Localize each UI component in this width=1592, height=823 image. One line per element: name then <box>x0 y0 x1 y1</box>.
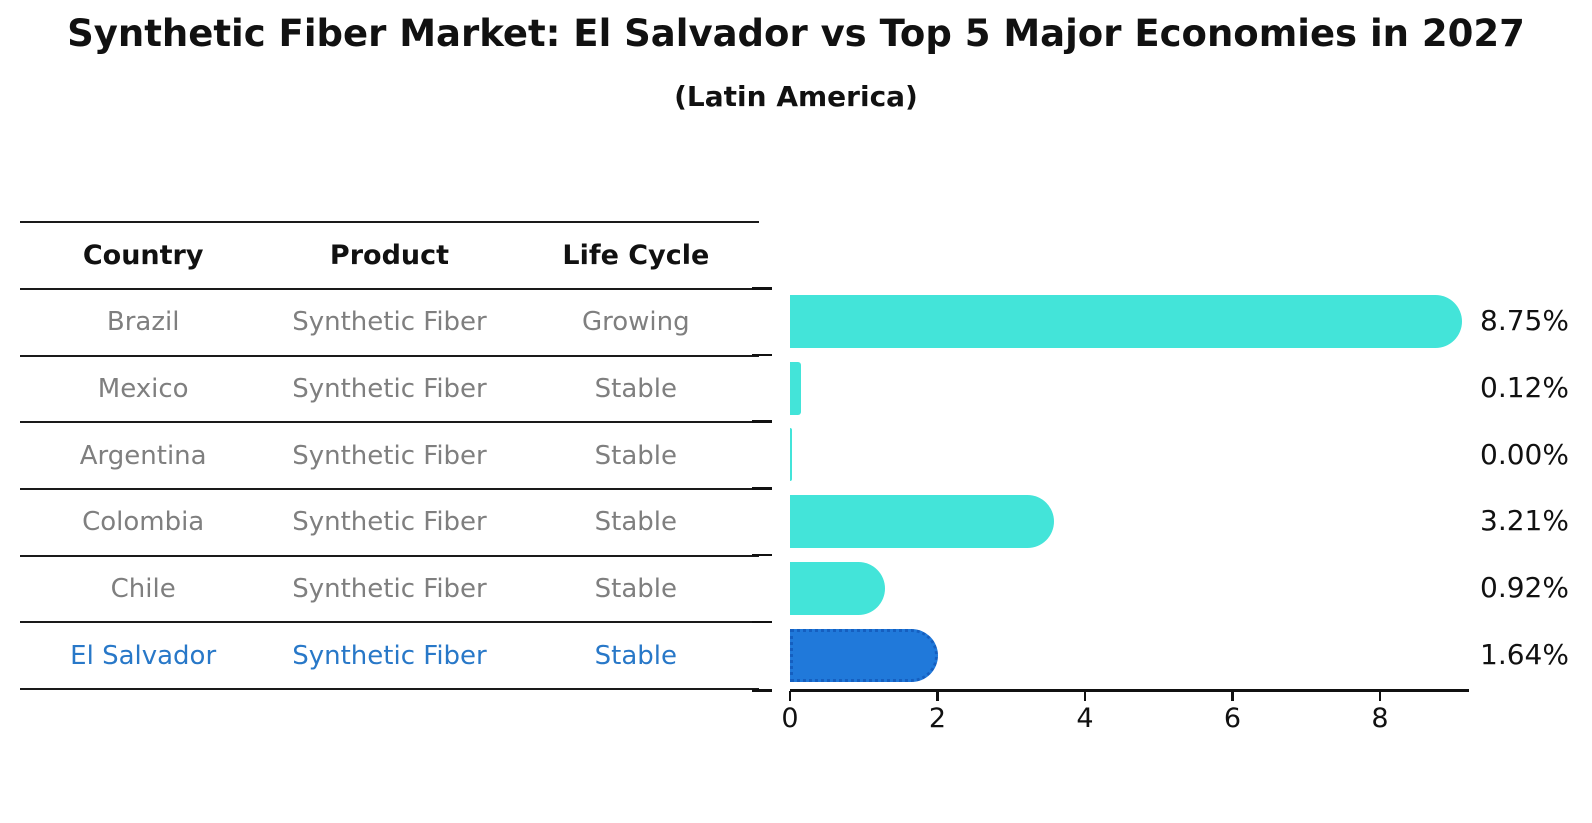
bar-brazil <box>790 295 1463 348</box>
product-cell: Synthetic Fiber <box>292 507 487 538</box>
product-cell: Synthetic Fiber <box>292 374 487 405</box>
country-cell: Colombia <box>82 507 205 538</box>
x-tick-label-4: 4 <box>1076 703 1094 734</box>
x-tick-label-0: 0 <box>781 703 799 734</box>
table-header-row: Country Product Life Cycle <box>20 223 759 290</box>
table-row-chile: Chile Synthetic Fiber Stable <box>20 557 759 624</box>
country-cell: Argentina <box>79 440 207 471</box>
table-row-argentina: Argentina Synthetic Fiber Stable <box>20 423 759 491</box>
x-tick-8 <box>1378 691 1382 701</box>
value-label-brazil: 8.75% <box>1480 304 1569 338</box>
bar-colombia <box>790 495 1054 549</box>
chart-subtitle: (Latin America) <box>674 80 918 113</box>
y-tick-1 <box>752 353 772 357</box>
table-row-el-salvador: El Salvador Synthetic Fiber Stable <box>20 623 759 691</box>
life-cycle-cell: Stable <box>594 574 677 605</box>
product-cell: Synthetic Fiber <box>292 440 487 471</box>
life-cycle-cell: Stable <box>594 440 677 471</box>
country-table: Country Product Life Cycle Brazil Synthet… <box>20 221 759 691</box>
y-tick-5 <box>752 620 772 623</box>
country-cell: Chile <box>110 574 176 605</box>
bar-chile <box>790 561 885 615</box>
life-cycle-cell: Stable <box>594 640 677 671</box>
country-cell: El Salvador <box>70 640 217 671</box>
value-label-el-salvador: 1.64% <box>1480 637 1569 671</box>
table-row-mexico: Mexico Synthetic Fiber Stable <box>20 357 759 424</box>
table-row-colombia: Colombia Synthetic Fiber Stable <box>20 490 759 557</box>
life-cycle-cell: Growing <box>581 307 690 338</box>
y-tick-3 <box>752 487 772 490</box>
chart-title: Synthetic Fiber Market: El Salvador vs T… <box>67 12 1525 55</box>
y-tick-6 <box>752 689 772 692</box>
x-tick-label-8: 8 <box>1371 703 1389 734</box>
value-label-chile: 0.92% <box>1480 571 1569 605</box>
value-label-colombia: 3.21% <box>1480 504 1569 538</box>
x-tick-label-6: 6 <box>1223 703 1242 734</box>
country-cell: Mexico <box>97 374 189 405</box>
value-label-mexico: 0.12% <box>1480 371 1569 405</box>
x-axis-line <box>790 689 1469 692</box>
product-cell: Synthetic Fiber <box>292 307 487 338</box>
column-header-life-cycle: Life Cycle <box>562 240 710 271</box>
product-cell: Synthetic Fiber <box>292 640 487 671</box>
bar-mexico <box>790 361 801 415</box>
life-cycle-cell: Stable <box>594 374 677 405</box>
bar-el-salvador <box>790 628 938 682</box>
y-tick-0 <box>752 287 772 290</box>
life-cycle-cell: Stable <box>594 507 677 538</box>
value-label-argentina: 0.00% <box>1480 437 1569 471</box>
y-tick-4 <box>752 553 772 557</box>
table-row-brazil: Brazil Synthetic Fiber Growing <box>20 290 759 357</box>
x-tick-0 <box>788 691 792 701</box>
y-tick-2 <box>752 420 772 423</box>
bar-argentina <box>790 428 792 482</box>
country-cell: Brazil <box>106 307 180 338</box>
x-tick-2 <box>936 691 939 701</box>
table-body: Brazil Synthetic Fiber Growing Mexico Synthe… <box>20 290 759 691</box>
column-header-product: Product <box>329 240 450 271</box>
column-header-country: Country <box>82 240 204 271</box>
x-tick-6 <box>1231 691 1234 701</box>
x-tick-4 <box>1083 691 1087 701</box>
product-cell: Synthetic Fiber <box>292 574 487 605</box>
x-tick-label-2: 2 <box>928 703 947 734</box>
